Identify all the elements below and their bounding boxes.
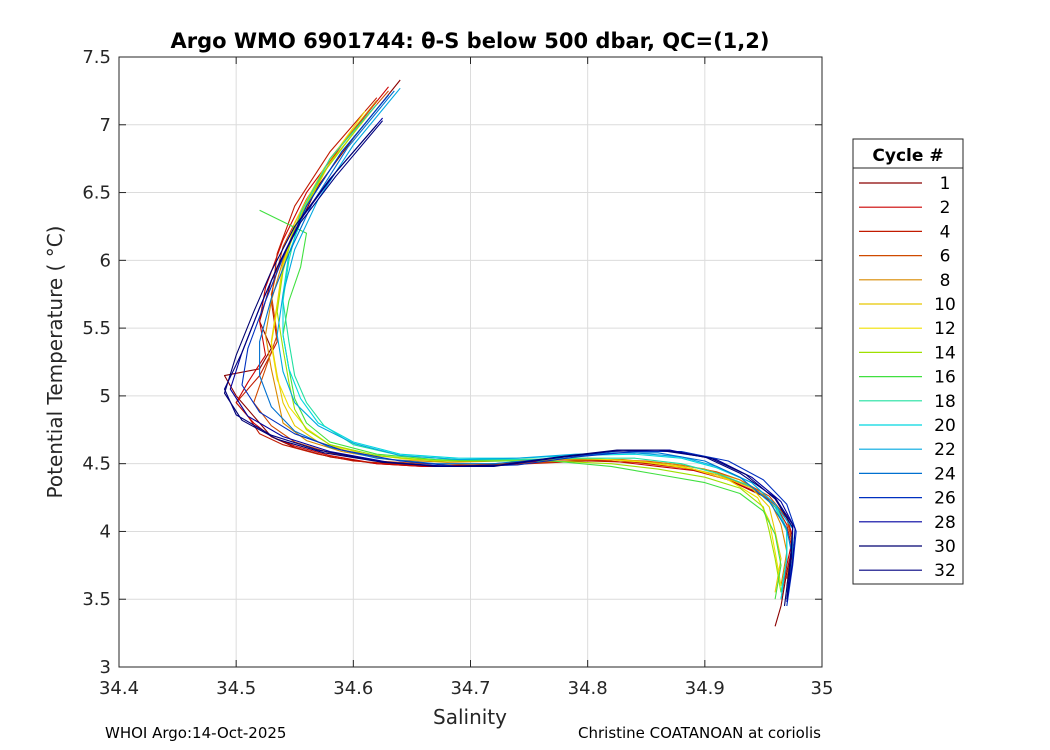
y-tick-label: 5 <box>100 386 111 407</box>
y-tick-label: 4 <box>100 521 111 542</box>
legend-box <box>852 138 964 585</box>
legend-title: Cycle # <box>872 146 943 166</box>
y-tick-label: 5.5 <box>82 318 111 339</box>
tick-layer: 34.4 34.5 34.6 34.7 34.8 34.9 35 3 3.5 4 4.5 5 5.5 6 6… <box>82 47 833 699</box>
series-line-cycle-20 <box>282 94 788 600</box>
legend-label-cycle-16: 16 <box>934 368 956 388</box>
series-line-cycle-24 <box>259 90 794 600</box>
y-tick-label: 6.5 <box>82 183 111 204</box>
legend-label-cycle-12: 12 <box>934 319 956 339</box>
legend-label-cycle-10: 10 <box>934 295 956 315</box>
y-tick-label: 3.5 <box>82 589 111 610</box>
y-tick-label: 6 <box>100 250 111 271</box>
legend-label-cycle-6: 6 <box>940 247 951 267</box>
legend-label-cycle-26: 26 <box>934 489 956 509</box>
series-line-cycle-26 <box>241 94 797 607</box>
y-axis-label: Potential Temperature ( °C) <box>43 226 67 499</box>
legend-label-cycle-14: 14 <box>934 343 956 363</box>
series-line-cycle-14 <box>276 117 782 593</box>
y-tick-label: 3 <box>100 657 111 678</box>
legend-label-cycle-30: 30 <box>934 537 956 557</box>
x-tick-label: 34.5 <box>216 678 256 699</box>
legend-label-cycle-22: 22 <box>934 440 956 460</box>
series-line-cycle-2 <box>235 86 794 600</box>
series-line-cycle-4 <box>235 97 794 586</box>
y-tick-label: 4.5 <box>82 454 111 475</box>
legend-label-cycle-1: 1 <box>940 174 951 194</box>
x-tick-label: 34.9 <box>685 678 725 699</box>
legend-label-cycle-8: 8 <box>940 271 951 291</box>
footer-credit-date: WHOI Argo:14-Oct-2025 <box>105 724 287 742</box>
grid-layer <box>119 57 822 667</box>
x-tick-label: 34.8 <box>568 678 608 699</box>
y-tick-label: 7 <box>100 115 111 136</box>
x-tick-label: 35 <box>811 678 834 699</box>
x-tick-label: 34.6 <box>333 678 373 699</box>
chart-title: Argo WMO 6901744: θ-S below 500 dbar, QC… <box>171 29 770 53</box>
x-tick-label: 34.4 <box>99 678 139 699</box>
series-layer <box>223 79 797 627</box>
legend-label-cycle-32: 32 <box>934 561 956 581</box>
footer-author: Christine COATANOAN at coriolis <box>578 724 821 742</box>
legend-label-cycle-2: 2 <box>940 198 951 218</box>
series-line-cycle-18 <box>282 104 788 593</box>
legend-label-cycle-28: 28 <box>934 513 956 533</box>
series-line-cycle-32 <box>223 120 794 600</box>
series-line-cycle-1 <box>223 79 794 627</box>
legend-label-cycle-20: 20 <box>934 416 956 436</box>
legend-label-cycle-18: 18 <box>934 392 956 412</box>
series-line-cycle-8 <box>264 100 788 586</box>
x-tick-label: 34.7 <box>450 678 490 699</box>
series-line-cycle-22 <box>276 87 794 593</box>
series-line-cycle-16 <box>259 209 782 600</box>
x-axis-label: Salinity <box>433 705 507 729</box>
y-tick-label: 7.5 <box>82 47 111 68</box>
legend-label-cycle-4: 4 <box>940 222 951 242</box>
legend-label-cycle-24: 24 <box>934 464 956 484</box>
